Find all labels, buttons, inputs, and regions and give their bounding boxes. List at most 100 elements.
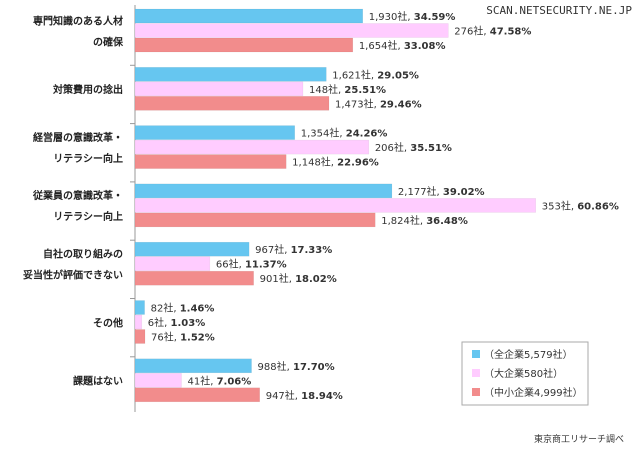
bar-all: [134, 300, 145, 315]
bar-percent-label: 22.96%: [337, 158, 379, 169]
bar-count-label: 2,177社,: [398, 185, 443, 198]
bar-count-label: 1,148社,: [292, 156, 337, 169]
bar-large: [134, 256, 211, 271]
bar-percent-label: 60.86%: [577, 201, 619, 212]
bar-value-label: 2,177社, 39.02%: [398, 185, 485, 198]
category-label: 従業員の意識改革・: [32, 189, 123, 202]
bar-count-label: 1,824社,: [381, 214, 426, 227]
category-label: その他: [93, 316, 123, 329]
bar-percent-label: 33.08%: [404, 41, 446, 52]
bar-percent-label: 47.58%: [490, 27, 532, 38]
bar-sme: [134, 212, 376, 228]
legend-swatch-sme: [472, 388, 480, 396]
bar-value-label: 82社, 1.46%: [151, 302, 215, 315]
bar-value-label: 1,473社, 29.46%: [335, 97, 422, 110]
bar-large: [134, 373, 182, 388]
category-label: 課題はない: [73, 375, 123, 388]
bar-count-label: 1,930社,: [369, 10, 414, 23]
category-label: の確保: [93, 35, 124, 48]
bar-count-label: 1,654社,: [359, 39, 404, 52]
bar-large: [134, 139, 370, 155]
category-label: 対策費用の捻出: [52, 83, 123, 96]
bar-count-label: 6社,: [148, 316, 171, 329]
bar-percent-label: 17.70%: [293, 362, 335, 373]
bar-count-label: 1,621社,: [332, 68, 377, 81]
category-label: 自社の取り組みの: [43, 247, 123, 260]
bar-value-label: 901社, 18.02%: [260, 272, 337, 285]
bar-value-label: 206社, 35.51%: [375, 141, 452, 154]
legend-label-all: （全企業5,579社）: [484, 348, 573, 361]
bar-value-label: 1,824社, 36.48%: [381, 214, 468, 227]
legend-box: [461, 341, 589, 406]
bar-all: [134, 241, 250, 257]
bar-value-label: 41社, 7.06%: [187, 374, 251, 387]
legend-label-large: （大企業580社）: [484, 367, 563, 380]
bar-value-label: 76社, 1.52%: [151, 331, 215, 344]
bar-all: [134, 358, 252, 374]
bar-percent-label: 34.59%: [414, 12, 456, 23]
bar-value-label: 1,354社, 24.26%: [301, 127, 388, 140]
bar-value-label: 66社, 11.37%: [216, 258, 287, 271]
bar-count-label: 206社,: [375, 141, 410, 154]
legend-swatch-all: [472, 350, 480, 358]
bar-percent-label: 1.03%: [171, 318, 206, 329]
bar-percent-label: 7.06%: [217, 376, 252, 387]
bar-count-label: 148社,: [309, 83, 344, 96]
bar-count-label: 276社,: [454, 25, 489, 38]
bar-sme: [134, 270, 254, 286]
bar-percent-label: 1.52%: [180, 333, 215, 344]
legend: （全企業5,579社） （大企業580社） （中小企業4,999社）: [461, 341, 589, 406]
bars: [134, 8, 536, 403]
bar-count-label: 988社,: [258, 360, 293, 373]
bar-count-label: 76社,: [151, 331, 180, 344]
bar-large: [134, 23, 449, 38]
bar-value-label: 353社, 60.86%: [542, 199, 619, 212]
bar-sme: [134, 154, 287, 169]
category-label: 専門知識のある人材: [33, 14, 123, 27]
bar-count-label: 1,354社,: [301, 127, 346, 140]
bar-count-label: 967社,: [255, 243, 290, 256]
bar-count-label: 1,473社,: [335, 97, 380, 110]
bar-large: [134, 198, 536, 213]
category-label: 妥当性が評価できない: [23, 268, 123, 281]
bar-percent-label: 18.02%: [295, 274, 337, 285]
bar-value-label: 6社, 1.03%: [148, 316, 205, 329]
bar-count-label: 41社,: [187, 374, 216, 387]
bar-percent-label: 1.46%: [180, 304, 215, 315]
bar-value-label: 1,148社, 22.96%: [292, 156, 379, 169]
bar-count-label: 947社,: [266, 389, 301, 402]
bar-value-label: 1,621社, 29.05%: [332, 68, 419, 81]
source-note: 東京商工リサーチ調べ: [534, 433, 624, 445]
bar-value-label: 1,930社, 34.59%: [369, 10, 456, 23]
bar-value-label: 148社, 25.51%: [309, 83, 386, 96]
bar-large: [134, 81, 304, 97]
bar-count-label: 353社,: [542, 199, 577, 212]
legend-label-sme: （中小企業4,999社）: [484, 386, 583, 399]
bar-percent-label: 29.05%: [377, 70, 419, 81]
category-label: リテラシー向上: [53, 210, 123, 223]
bar-value-labels: 1,930社, 34.59% 276社, 47.58% 1,654社, 33.08%…: [148, 10, 619, 402]
bar-value-label: 967社, 17.33%: [255, 243, 332, 256]
legend-swatch-large: [472, 369, 480, 377]
bar-percent-label: 25.51%: [344, 85, 386, 96]
bar-percent-label: 29.46%: [380, 99, 422, 110]
bar-percent-label: 11.37%: [245, 260, 287, 271]
bar-sme: [134, 37, 354, 53]
bar-all: [134, 8, 364, 24]
bar-sme: [134, 96, 330, 111]
category-labels: 専門知識のある人材の確保対策費用の捻出経営層の意識改革・リテラシー向上従業員の意…: [23, 14, 124, 387]
bar-sme: [134, 329, 146, 344]
category-label: リテラシー向上: [53, 152, 123, 165]
category-separators: [130, 64, 135, 358]
bar-value-label: 276社, 47.58%: [454, 25, 531, 38]
watermark: SCAN.NETSECURITY.NE.JP: [486, 4, 632, 17]
bar-percent-label: 17.33%: [291, 245, 333, 256]
bar-sme: [134, 387, 260, 403]
bar-value-label: 1,654社, 33.08%: [359, 39, 446, 52]
category-label: 経営層の意識改革・: [33, 131, 123, 144]
bar-percent-label: 35.51%: [410, 143, 452, 154]
bar-all: [134, 67, 327, 82]
bar-percent-label: 39.02%: [443, 187, 485, 198]
bar-percent-label: 36.48%: [426, 216, 468, 227]
